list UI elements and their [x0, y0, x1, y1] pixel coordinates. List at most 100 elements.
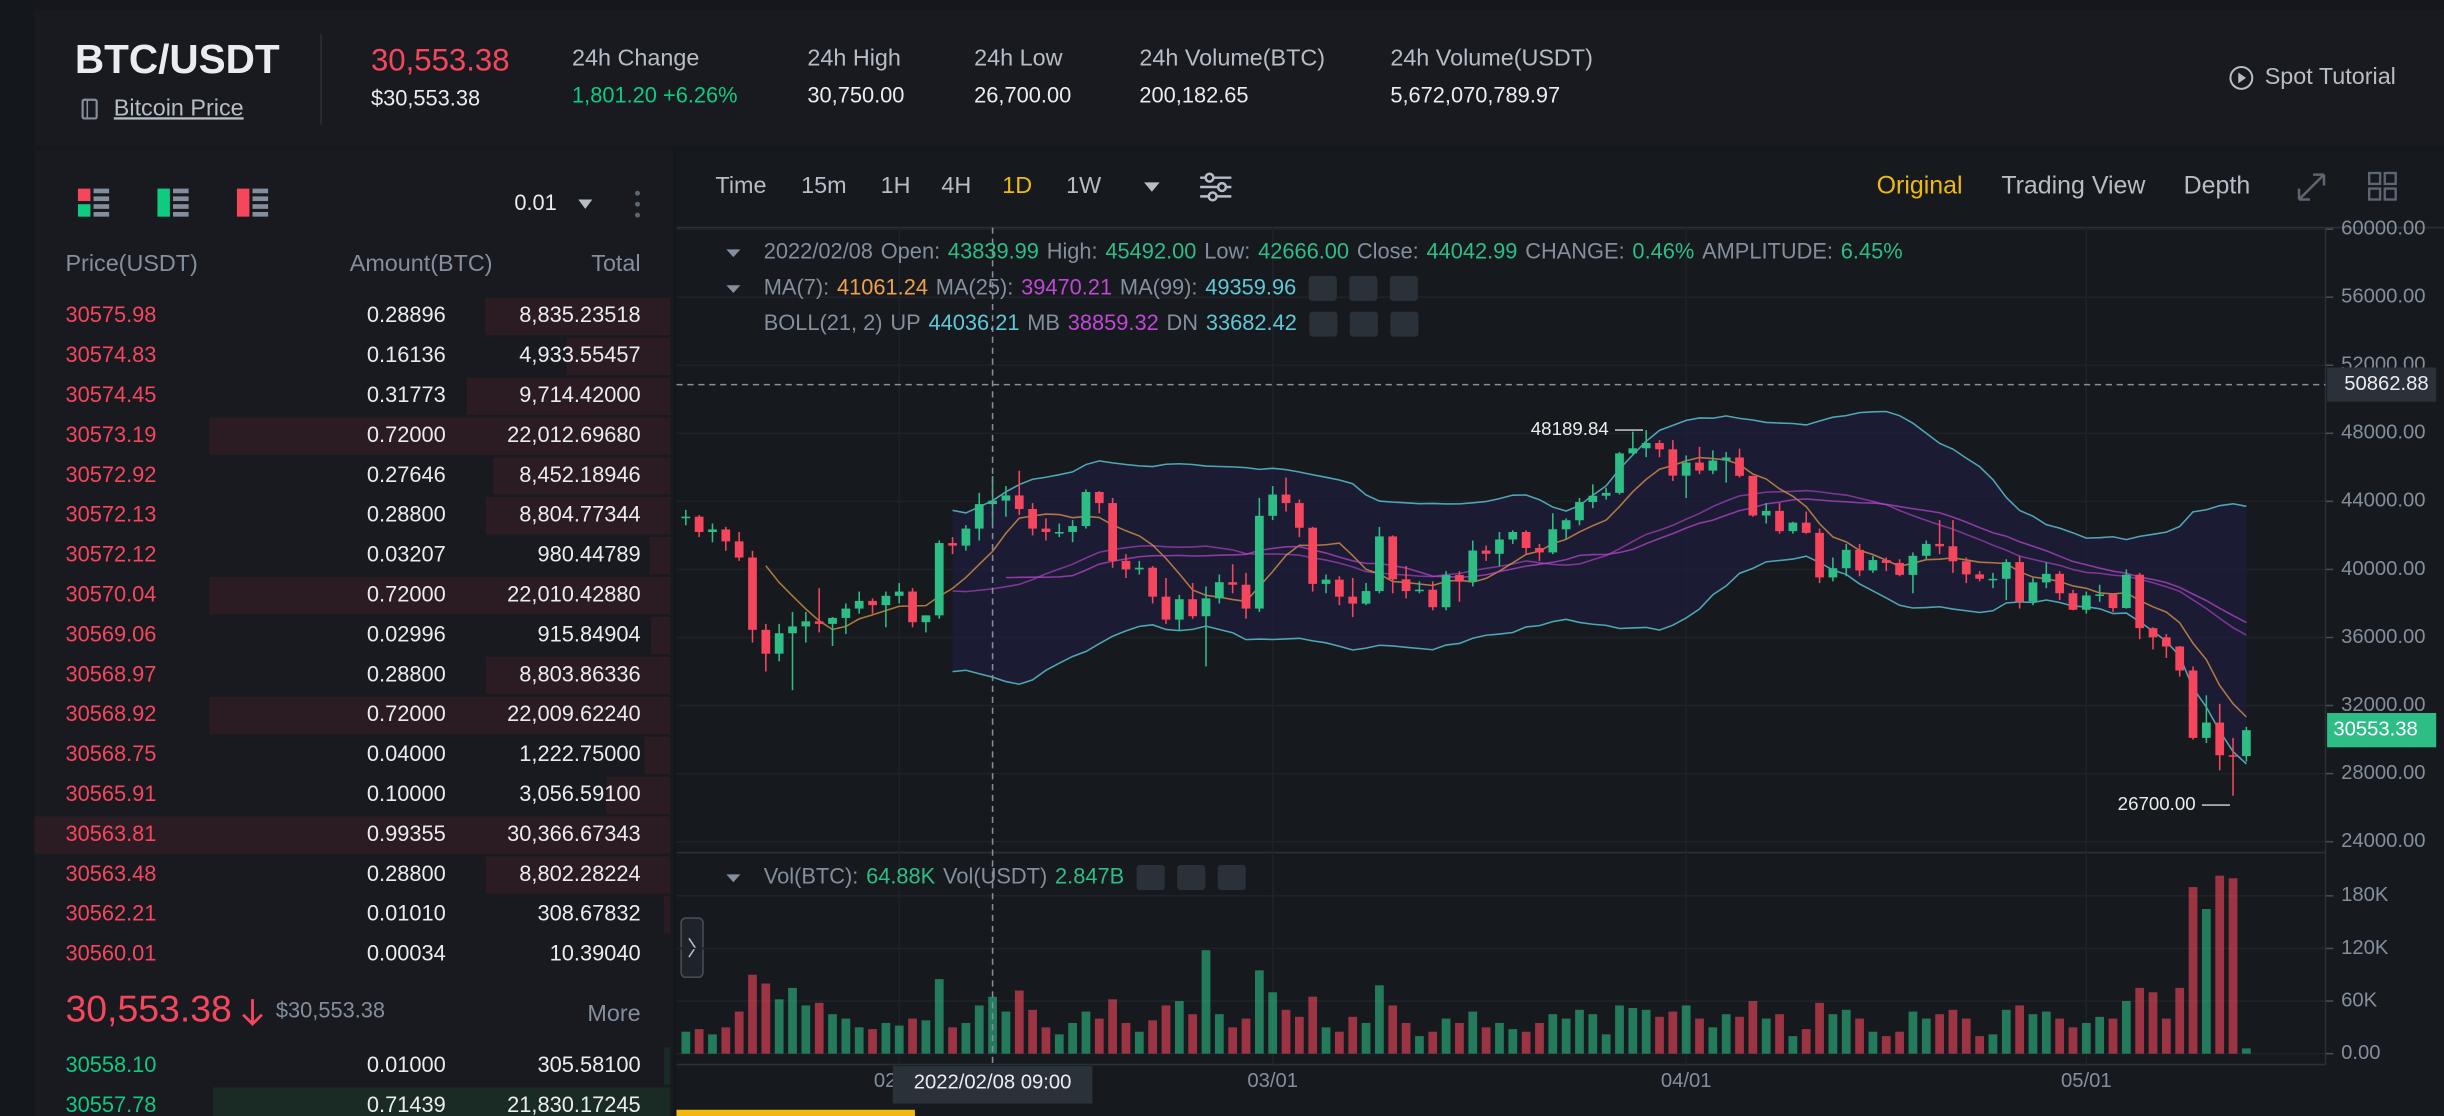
volume-bar	[814, 1002, 824, 1054]
order-price: 30569.06	[65, 621, 156, 646]
order-total: 30,366.67343	[507, 821, 640, 846]
volume-bar	[1441, 1018, 1451, 1054]
interval[interactable]: 1H	[881, 172, 911, 198]
view-tab[interactable]: Trading View	[2001, 172, 2146, 200]
legend-text: 49359.96	[1205, 274, 1296, 299]
order-amount: 0.72000	[367, 422, 446, 447]
settings-icon[interactable]	[1200, 172, 1232, 202]
volume-bar	[908, 1018, 917, 1054]
volume-bar	[788, 987, 797, 1054]
volume-bar	[1695, 1018, 1704, 1054]
order-price: 30573.19	[65, 422, 156, 447]
play-icon[interactable]	[2229, 66, 2254, 90]
volume-bar	[1134, 1031, 1144, 1054]
depth-bar	[649, 537, 671, 575]
volume-bar	[1535, 1022, 1544, 1054]
interval[interactable]: 4H	[941, 172, 971, 198]
volume-bar	[2215, 875, 2225, 1054]
legend-icon[interactable]	[1308, 275, 1337, 301]
legend-text: 6.45%	[1841, 238, 1903, 263]
caret[interactable]	[578, 199, 593, 209]
volume-bar	[1908, 1011, 1918, 1054]
candle-body	[1188, 599, 1198, 617]
legend-icon[interactable]	[1389, 275, 1418, 301]
depth-bar	[644, 736, 671, 775]
volume-bar	[881, 1022, 891, 1054]
link[interactable]: Bitcoin Price	[114, 94, 244, 120]
volume-bar	[1988, 1034, 1998, 1054]
more-dots[interactable]	[635, 190, 640, 218]
candle-body	[1935, 543, 1944, 547]
interval[interactable]: Time	[715, 172, 766, 198]
volume-bar	[1388, 1005, 1398, 1054]
precision[interactable]: 0.01	[514, 190, 556, 215]
legend-icon[interactable]	[1136, 865, 1165, 890]
volume-bar	[1228, 1027, 1238, 1054]
volume-bar	[1401, 1022, 1411, 1054]
volume-bar	[1188, 1014, 1198, 1054]
view-tab[interactable]: Original	[1877, 172, 1963, 200]
candle-body	[1441, 575, 1451, 608]
order-total: 22,010.42880	[507, 581, 640, 606]
legend-icon[interactable]	[1349, 275, 1378, 301]
volume-bar	[828, 1014, 837, 1054]
volume-bar	[2175, 987, 2185, 1054]
tutorial[interactable]: Spot Tutorial	[2265, 63, 2396, 89]
crosshair-y-box	[2327, 367, 2437, 402]
interval[interactable]: 1D	[1002, 172, 1032, 198]
legend-toggle[interactable]	[726, 249, 741, 258]
interval-caret[interactable]	[1144, 182, 1160, 192]
candle-body	[1761, 510, 1771, 516]
x-tick-label: 03/01	[1247, 1070, 1298, 1092]
legend-icon[interactable]	[1390, 311, 1419, 337]
candle-body	[1054, 531, 1064, 534]
candle-body	[2108, 594, 2118, 609]
legend-icon[interactable]	[1217, 865, 1246, 890]
candle-body	[748, 557, 757, 630]
layout-icon[interactable]	[2368, 171, 2397, 201]
legend-text: 43839.99	[948, 238, 1039, 263]
interval[interactable]: 1W	[1066, 172, 1101, 198]
candle-body	[1895, 562, 1904, 575]
legend-toggle[interactable]	[726, 874, 741, 883]
view-icons[interactable]	[77, 188, 269, 217]
order-price: 30563.81	[65, 821, 156, 846]
volume-bar	[1481, 1027, 1491, 1054]
volume-bar	[2028, 1014, 2038, 1054]
legend-icon[interactable]	[1349, 311, 1378, 337]
volume-bar	[761, 983, 771, 1054]
legend-icon[interactable]	[1309, 311, 1338, 337]
candle-body	[2188, 670, 2198, 738]
view-tab[interactable]: Depth	[2184, 172, 2251, 200]
volume-bar	[2055, 1018, 2065, 1054]
candle-body	[694, 516, 704, 532]
volume-bar	[748, 974, 757, 1054]
volume-bar	[2161, 1018, 2171, 1054]
candle-body	[1001, 495, 1011, 501]
candle-body	[1094, 492, 1104, 504]
volume-bar	[2228, 878, 2238, 1054]
volume-bar	[1668, 1011, 1678, 1054]
legend-icon[interactable]	[1177, 865, 1206, 890]
order-price: 30560.01	[65, 941, 156, 966]
y-tick-label: 60K	[2341, 989, 2378, 1011]
candle-body	[1961, 561, 1971, 575]
legend-text: CHANGE:	[1525, 238, 1624, 263]
volume-bar	[734, 1011, 744, 1054]
candle-body	[788, 626, 797, 634]
volume-bar	[1001, 1011, 1011, 1054]
candle-body	[1028, 509, 1037, 529]
expand-icon[interactable]	[2297, 173, 2326, 201]
order-total: 9,714.42000	[519, 382, 640, 407]
depth-bar	[485, 297, 671, 336]
legend-text: 39470.21	[1021, 274, 1112, 299]
candle-body	[2242, 730, 2251, 757]
legend-toggle[interactable]	[726, 285, 741, 294]
book-icon	[81, 98, 98, 120]
order-total: 1,222.75000	[519, 741, 640, 766]
interval[interactable]: 15m	[801, 172, 846, 198]
more[interactable]: More	[587, 1000, 640, 1026]
candle-body	[1535, 547, 1544, 553]
candle-body	[1375, 536, 1384, 592]
